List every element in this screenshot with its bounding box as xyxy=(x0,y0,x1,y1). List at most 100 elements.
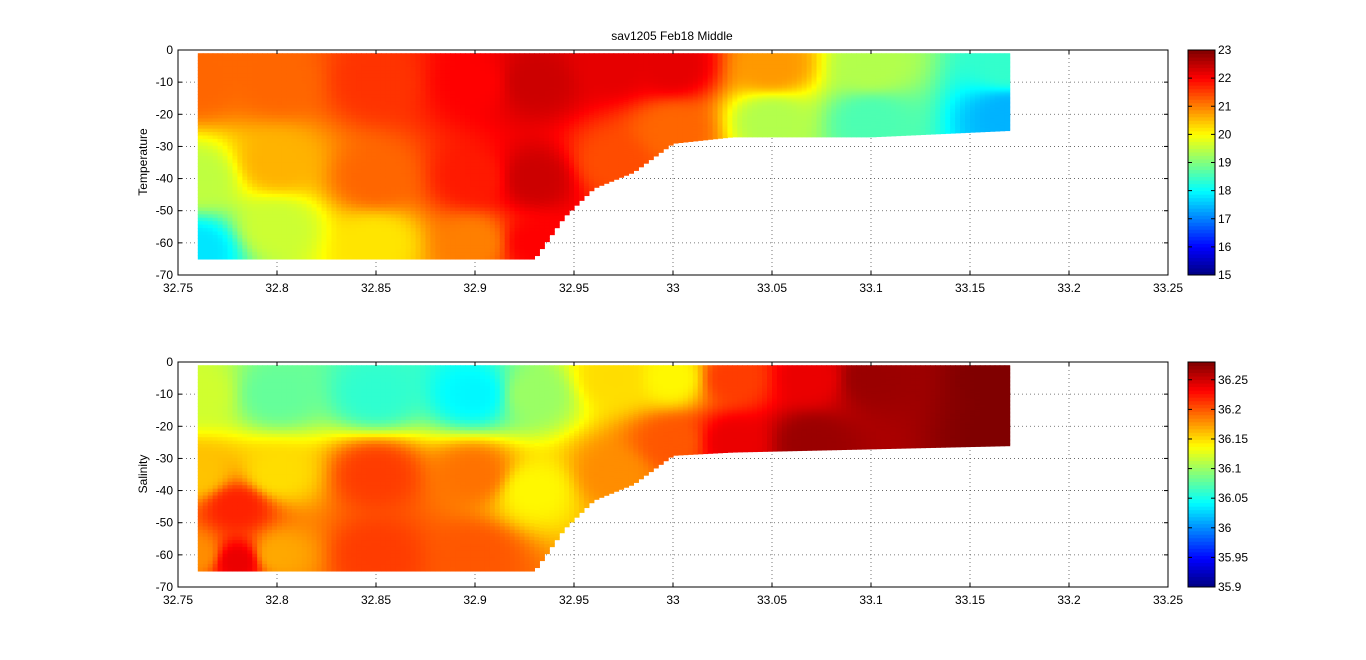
field-cell xyxy=(202,214,209,219)
field-cell xyxy=(277,183,283,188)
field-cell xyxy=(351,193,357,198)
field-cell xyxy=(257,118,263,123)
field-cell xyxy=(544,225,550,230)
field-cell xyxy=(564,123,570,127)
field-cell xyxy=(281,66,288,71)
field-cell xyxy=(316,60,323,65)
field-cell xyxy=(569,79,575,83)
field-cell xyxy=(366,77,372,82)
field-cell xyxy=(598,158,605,162)
field-cell xyxy=(331,241,337,246)
field-cell xyxy=(425,128,432,133)
field-cell xyxy=(559,209,565,213)
field-cell xyxy=(519,101,526,106)
field-cell xyxy=(425,125,432,130)
field-cell xyxy=(361,162,367,167)
field-cell xyxy=(489,152,496,157)
field-cell xyxy=(405,159,412,164)
field-cell xyxy=(202,56,209,61)
field-cell xyxy=(311,94,318,99)
field-cell xyxy=(237,231,243,236)
field-cell xyxy=(252,90,258,95)
field-cell xyxy=(247,94,253,99)
field-cell xyxy=(222,60,229,65)
field-cell xyxy=(385,217,392,222)
field-cell xyxy=(470,210,476,215)
field-cell xyxy=(504,214,511,219)
field-cell xyxy=(277,200,283,205)
field-cell xyxy=(286,152,293,157)
field-cell xyxy=(593,135,600,139)
field-cell xyxy=(356,248,362,253)
field-cell xyxy=(475,63,481,68)
field-cell xyxy=(376,101,382,106)
field-cell xyxy=(524,108,531,113)
field-cell xyxy=(524,70,531,75)
field-cell xyxy=(262,145,268,150)
field-cell xyxy=(222,56,229,61)
field-cell xyxy=(578,109,585,113)
field-cell xyxy=(331,77,337,82)
field-cell xyxy=(281,125,288,130)
field-cell xyxy=(321,193,328,198)
field-cell xyxy=(252,125,258,130)
field-cell xyxy=(420,56,427,61)
field-cell xyxy=(499,231,506,236)
field-cell xyxy=(425,193,432,198)
field-cell xyxy=(529,80,535,85)
field-cell xyxy=(395,121,402,126)
field-cell xyxy=(326,104,333,109)
field-cell xyxy=(346,156,352,161)
field-cell xyxy=(554,102,560,107)
field-cell xyxy=(559,212,565,216)
field-cell xyxy=(544,109,550,114)
field-cell xyxy=(410,252,417,257)
field-cell xyxy=(296,183,303,188)
field-cell xyxy=(286,94,293,99)
field-cell xyxy=(217,73,224,78)
field-cell xyxy=(569,149,575,154)
field-cell xyxy=(598,150,605,153)
field-cell xyxy=(564,104,570,108)
field-cell xyxy=(529,142,535,147)
field-cell xyxy=(222,217,229,222)
field-cell xyxy=(341,231,347,236)
field-cell xyxy=(366,111,372,116)
field-cell xyxy=(544,153,550,158)
field-cell xyxy=(598,103,605,107)
field-cell xyxy=(380,173,387,178)
field-cell xyxy=(197,241,204,246)
field-cell xyxy=(405,252,412,257)
field-cell xyxy=(336,234,342,239)
field-cell xyxy=(326,80,333,85)
field-cell xyxy=(499,228,506,233)
field-cell xyxy=(361,145,367,150)
field-cell xyxy=(484,224,491,229)
field-cell xyxy=(410,138,417,143)
field-cell xyxy=(336,77,342,82)
field-cell xyxy=(321,241,328,246)
field-cell xyxy=(420,197,427,202)
field-cell xyxy=(247,63,253,68)
field-cell xyxy=(583,148,590,152)
field-cell xyxy=(489,197,496,202)
field-cell xyxy=(504,221,511,226)
field-cell xyxy=(222,176,229,181)
field-cell xyxy=(267,183,273,188)
field-cell xyxy=(380,204,387,209)
field-cell xyxy=(277,173,283,178)
field-cell xyxy=(267,94,273,99)
field-cell xyxy=(460,73,466,78)
field-cell xyxy=(281,224,288,229)
field-cell xyxy=(524,121,531,126)
field-cell xyxy=(376,60,382,65)
field-cell xyxy=(286,77,293,82)
field-cell xyxy=(331,252,337,257)
field-cell xyxy=(574,53,580,57)
field-cell xyxy=(321,94,328,99)
field-cell xyxy=(578,119,585,123)
field-cell xyxy=(598,139,605,142)
field-cell xyxy=(356,224,362,229)
field-cell xyxy=(435,66,441,71)
field-cell xyxy=(430,125,436,130)
